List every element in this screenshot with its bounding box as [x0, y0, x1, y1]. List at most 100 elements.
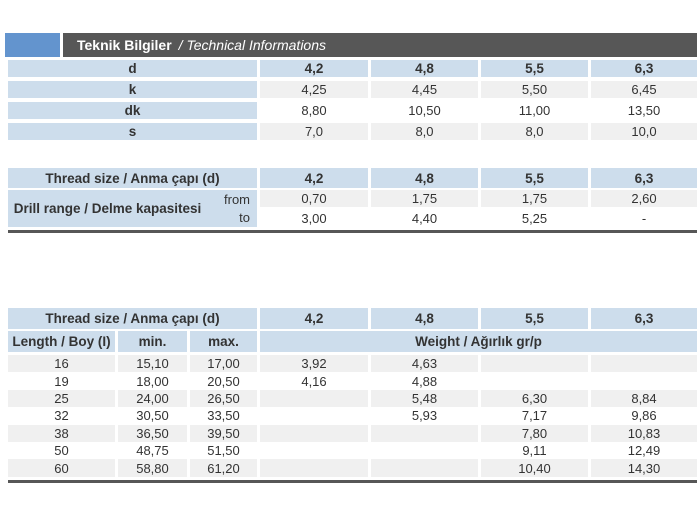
- weight-cell: [481, 355, 588, 373]
- weight-cell: [371, 459, 478, 477]
- table-cell: 3,00: [260, 209, 368, 227]
- diameter-header: 6,3: [591, 168, 697, 188]
- table-row: k 4,25 4,45 5,50 6,45: [8, 81, 697, 98]
- table-row: 50 48,75 51,50 9,11 12,49: [8, 441, 697, 460]
- table-row: 25 24,00 26,50 5,48 6,30 8,84: [8, 389, 697, 408]
- weight-cell: [371, 424, 478, 442]
- length-cell: 25: [8, 389, 115, 408]
- row-label: d: [8, 60, 257, 77]
- weight-cell: 6,30: [481, 389, 588, 408]
- weight-cell: 4,63: [371, 355, 478, 373]
- weight-cell: [481, 372, 588, 390]
- min-cell: 48,75: [118, 441, 187, 460]
- weight-cell: [371, 441, 478, 460]
- section-title-english: / Technical Informations: [178, 37, 327, 53]
- min-header: min.: [118, 331, 187, 352]
- min-cell: 58,80: [118, 459, 187, 477]
- table-row: s 7,0 8,0 8,0 10,0: [8, 123, 697, 140]
- table-row: 16 15,10 17,00 3,92 4,63: [8, 355, 697, 373]
- weight-cell: 10,40: [481, 459, 588, 477]
- length-cell: 38: [8, 424, 115, 442]
- drill-range-body: Drill range / Delme kapasitesi from to 0…: [8, 190, 697, 227]
- drill-range-table: Thread size / Anma çapı (d) 4,2 4,8 5,5 …: [8, 168, 697, 233]
- weight-cell: 9,11: [481, 441, 588, 460]
- length-cell: 32: [8, 407, 115, 425]
- table-cell: 6,3: [591, 60, 697, 77]
- table-cell: 7,0: [260, 123, 368, 140]
- table-cell: 5,5: [481, 60, 588, 77]
- max-cell: 33,50: [190, 407, 257, 425]
- weight-cell: [260, 424, 368, 442]
- weight-cell: [260, 389, 368, 408]
- table-cell: 8,0: [371, 123, 478, 140]
- weight-cell: [260, 459, 368, 477]
- length-cell: 19: [8, 372, 115, 390]
- max-cell: 61,20: [190, 459, 257, 477]
- length-header: Length / Boy (I): [8, 331, 115, 352]
- weight-header: Weight / Ağırlık gr/p: [260, 331, 697, 352]
- min-cell: 36,50: [118, 424, 187, 442]
- table-row: d 4,2 4,8 5,5 6,3: [8, 60, 697, 77]
- min-cell: 18,00: [118, 372, 187, 390]
- table-bottom-rule: [8, 479, 697, 483]
- weight-cell: 14,30: [591, 459, 697, 477]
- from-to-labels: from to: [207, 191, 257, 226]
- max-cell: 26,50: [190, 389, 257, 408]
- weight-cell: [591, 372, 697, 390]
- table-row: 32 30,50 33,50 5,93 7,17 9,86: [8, 407, 697, 425]
- from-label: from: [224, 192, 250, 207]
- table-cell: 4,45: [371, 81, 478, 98]
- table-row: 19 18,00 20,50 4,16 4,88: [8, 372, 697, 390]
- weight-cell: 4,16: [260, 372, 368, 390]
- weight-cell: 5,48: [371, 389, 478, 408]
- table-header-row: Thread size / Anma çapı (d) 4,2 4,8 5,5 …: [8, 308, 697, 329]
- diameter-header: 5,5: [481, 308, 588, 329]
- table-header-row: Thread size / Anma çapı (d) 4,2 4,8 5,5 …: [8, 168, 697, 188]
- weight-cell: [260, 407, 368, 425]
- table-subheader-row: Length / Boy (I) min. max. Weight / Ağır…: [8, 331, 697, 352]
- row-label: k: [8, 81, 257, 98]
- table-cell: 13,50: [591, 102, 697, 119]
- max-cell: 39,50: [190, 424, 257, 442]
- section-title-bar: Teknik Bilgiler / Technical Informations: [63, 33, 697, 57]
- table-cell: 4,40: [371, 209, 478, 227]
- weight-cell: [591, 355, 697, 373]
- section-title-turkish: Teknik Bilgiler: [77, 37, 172, 53]
- drill-range-label: Drill range / Delme kapasitesi: [13, 201, 202, 216]
- weight-cell: 5,93: [371, 407, 478, 425]
- table-cell: 10,0: [591, 123, 697, 140]
- table-row: dk 8,80 10,50 11,00 13,50: [8, 102, 697, 119]
- to-label: to: [239, 209, 250, 225]
- diameter-header: 6,3: [591, 308, 697, 329]
- min-cell: 30,50: [118, 407, 187, 425]
- weight-cell: 7,80: [481, 424, 588, 442]
- weight-cell: 9,86: [591, 407, 697, 425]
- row-label: dk: [8, 102, 257, 119]
- table-cell: 1,75: [371, 190, 478, 207]
- length-cell: 50: [8, 441, 115, 460]
- table-cell: -: [591, 209, 697, 227]
- table-row: 60 58,80 61,20 10,40 14,30: [8, 459, 697, 477]
- diameter-header: 4,2: [260, 308, 368, 329]
- min-cell: 15,10: [118, 355, 187, 373]
- weight-cell: 12,49: [591, 441, 697, 460]
- length-weight-table: Thread size / Anma çapı (d) 4,2 4,8 5,5 …: [8, 308, 697, 483]
- max-header: max.: [190, 331, 257, 352]
- max-cell: 51,50: [190, 441, 257, 460]
- table-cell: 1,75: [481, 190, 588, 207]
- thread-size-header: Thread size / Anma çapı (d): [8, 308, 257, 329]
- max-cell: 17,00: [190, 355, 257, 373]
- table-cell: 6,45: [591, 81, 697, 98]
- weight-cell: 3,92: [260, 355, 368, 373]
- table-cell: 4,8: [371, 60, 478, 77]
- thread-size-header: Thread size / Anma çapı (d): [8, 168, 257, 188]
- row-label: s: [8, 123, 257, 140]
- table-cell: 0,70: [260, 190, 368, 207]
- brand-accent-square: [5, 33, 60, 57]
- table-cell: 8,0: [481, 123, 588, 140]
- diameter-header: 4,2: [260, 168, 368, 188]
- weight-cell: 7,17: [481, 407, 588, 425]
- weight-cell: 4,88: [371, 372, 478, 390]
- table-cell: 4,25: [260, 81, 368, 98]
